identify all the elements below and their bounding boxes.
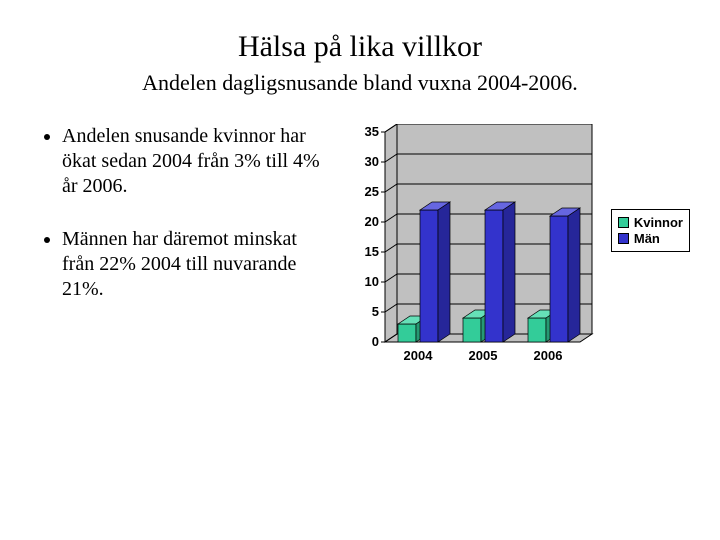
svg-text:15: 15	[365, 244, 379, 259]
bullet-item: Andelen snusande kvinnor har ökat sedan …	[62, 124, 330, 199]
legend-swatch	[618, 217, 629, 228]
svg-text:25: 25	[365, 184, 379, 199]
svg-text:2005: 2005	[469, 348, 498, 363]
legend-label: Män	[634, 231, 660, 246]
legend-item: Män	[618, 231, 683, 246]
svg-text:5: 5	[372, 304, 379, 319]
chart-svg: 0 5 10 15 20 25 30 35 2004 2005 2006	[340, 124, 680, 384]
svg-text:20: 20	[365, 214, 379, 229]
svg-text:2006: 2006	[534, 348, 563, 363]
svg-text:10: 10	[365, 274, 379, 289]
bullet-list: Andelen snusande kvinnor har ökat sedan …	[40, 124, 340, 330]
legend-label: Kvinnor	[634, 215, 683, 230]
page-subtitle: Andelen dagligsnusande bland vuxna 2004-…	[40, 70, 680, 96]
bar-chart: 0 5 10 15 20 25 30 35 2004 2005 2006 KvinnorMän	[340, 124, 680, 384]
legend: KvinnorMän	[611, 209, 690, 252]
bullet-item: Männen har däremot minskat från 22% 2004…	[62, 227, 330, 302]
legend-swatch	[618, 233, 629, 244]
legend-item: Kvinnor	[618, 215, 683, 230]
svg-text:0: 0	[372, 334, 379, 349]
svg-text:35: 35	[365, 124, 379, 139]
body-row: Andelen snusande kvinnor har ökat sedan …	[40, 124, 680, 384]
svg-text:30: 30	[365, 154, 379, 169]
slide: Hälsa på lika villkor Andelen dagligsnus…	[0, 0, 720, 540]
page-title: Hälsa på lika villkor	[40, 30, 680, 64]
svg-text:2004: 2004	[404, 348, 434, 363]
